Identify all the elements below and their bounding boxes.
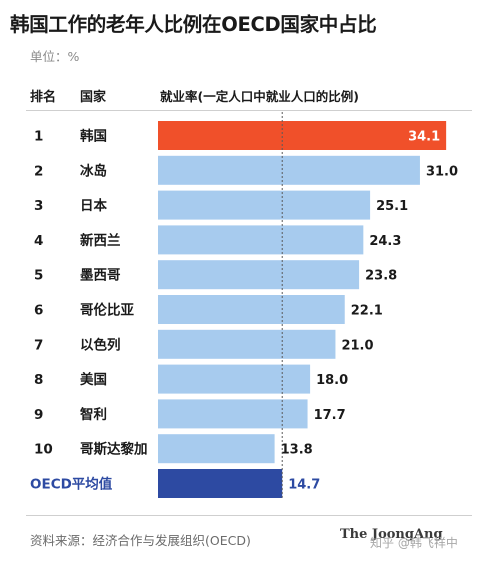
watermark-site: 知乎 @韩飞祥中 [370, 536, 458, 550]
data-label: 25.1 [376, 199, 408, 214]
country-label: OECD平均值 [30, 476, 113, 493]
rank-column-header: 排名 [30, 90, 57, 105]
data-label: 31.0 [426, 164, 458, 179]
rank-label: 6 [34, 303, 43, 319]
bar [158, 155, 420, 185]
rank-label: 9 [34, 407, 43, 423]
data-label: 21.0 [341, 338, 373, 353]
bar [158, 225, 364, 255]
data-label: 14.7 [288, 478, 320, 493]
data-label: 18.0 [316, 373, 348, 388]
bar [158, 434, 275, 464]
footer-divider [26, 515, 472, 516]
data-label: 34.1 [408, 130, 440, 145]
data-label: 13.8 [281, 443, 313, 458]
country-label: 日本 [80, 197, 107, 214]
rank-label: 4 [34, 233, 43, 249]
country-label: 智利 [80, 406, 107, 423]
country-label: 哥斯达黎加 [80, 441, 148, 458]
country-label: 韩国 [80, 128, 107, 145]
country-label: 冰岛 [80, 162, 107, 179]
unit-label: 单位：% [30, 49, 80, 64]
data-label: 24.3 [369, 234, 401, 249]
data-label: 22.1 [351, 304, 383, 319]
bar [158, 190, 371, 220]
bar [158, 469, 283, 498]
bar [158, 260, 360, 290]
rank-label: 1 [34, 129, 43, 145]
data-label: 17.7 [314, 408, 346, 423]
rank-label: 3 [34, 198, 43, 214]
rank-label: 8 [34, 372, 43, 388]
country-label: 以色列 [80, 336, 121, 353]
country-column-header: 国家 [80, 90, 107, 105]
country-label: 美国 [80, 371, 107, 388]
header-divider [26, 110, 472, 111]
bar [158, 295, 345, 324]
rank-label: 2 [34, 163, 43, 179]
watermark-brand: The JoongAng [340, 527, 443, 542]
rank-label: 7 [34, 337, 43, 353]
bar [158, 399, 308, 429]
bar [158, 364, 311, 394]
rank-label: 10 [34, 442, 53, 458]
source-note: 资料来源：经济合作与发展组织(OECD) [30, 533, 251, 548]
bar [158, 329, 336, 359]
chart-title: 韩国工作的老年人比例在OECD国家中占比 [10, 13, 377, 36]
data-label: 23.8 [365, 269, 397, 284]
country-label: 墨西哥 [80, 268, 121, 284]
bar [158, 121, 447, 150]
value-column-header: 就业率(一定人口中就业人口的比例) [160, 89, 359, 104]
country-label: 哥伦比亚 [80, 302, 134, 319]
rank-label: 5 [34, 268, 43, 284]
country-label: 新西兰 [80, 232, 121, 249]
